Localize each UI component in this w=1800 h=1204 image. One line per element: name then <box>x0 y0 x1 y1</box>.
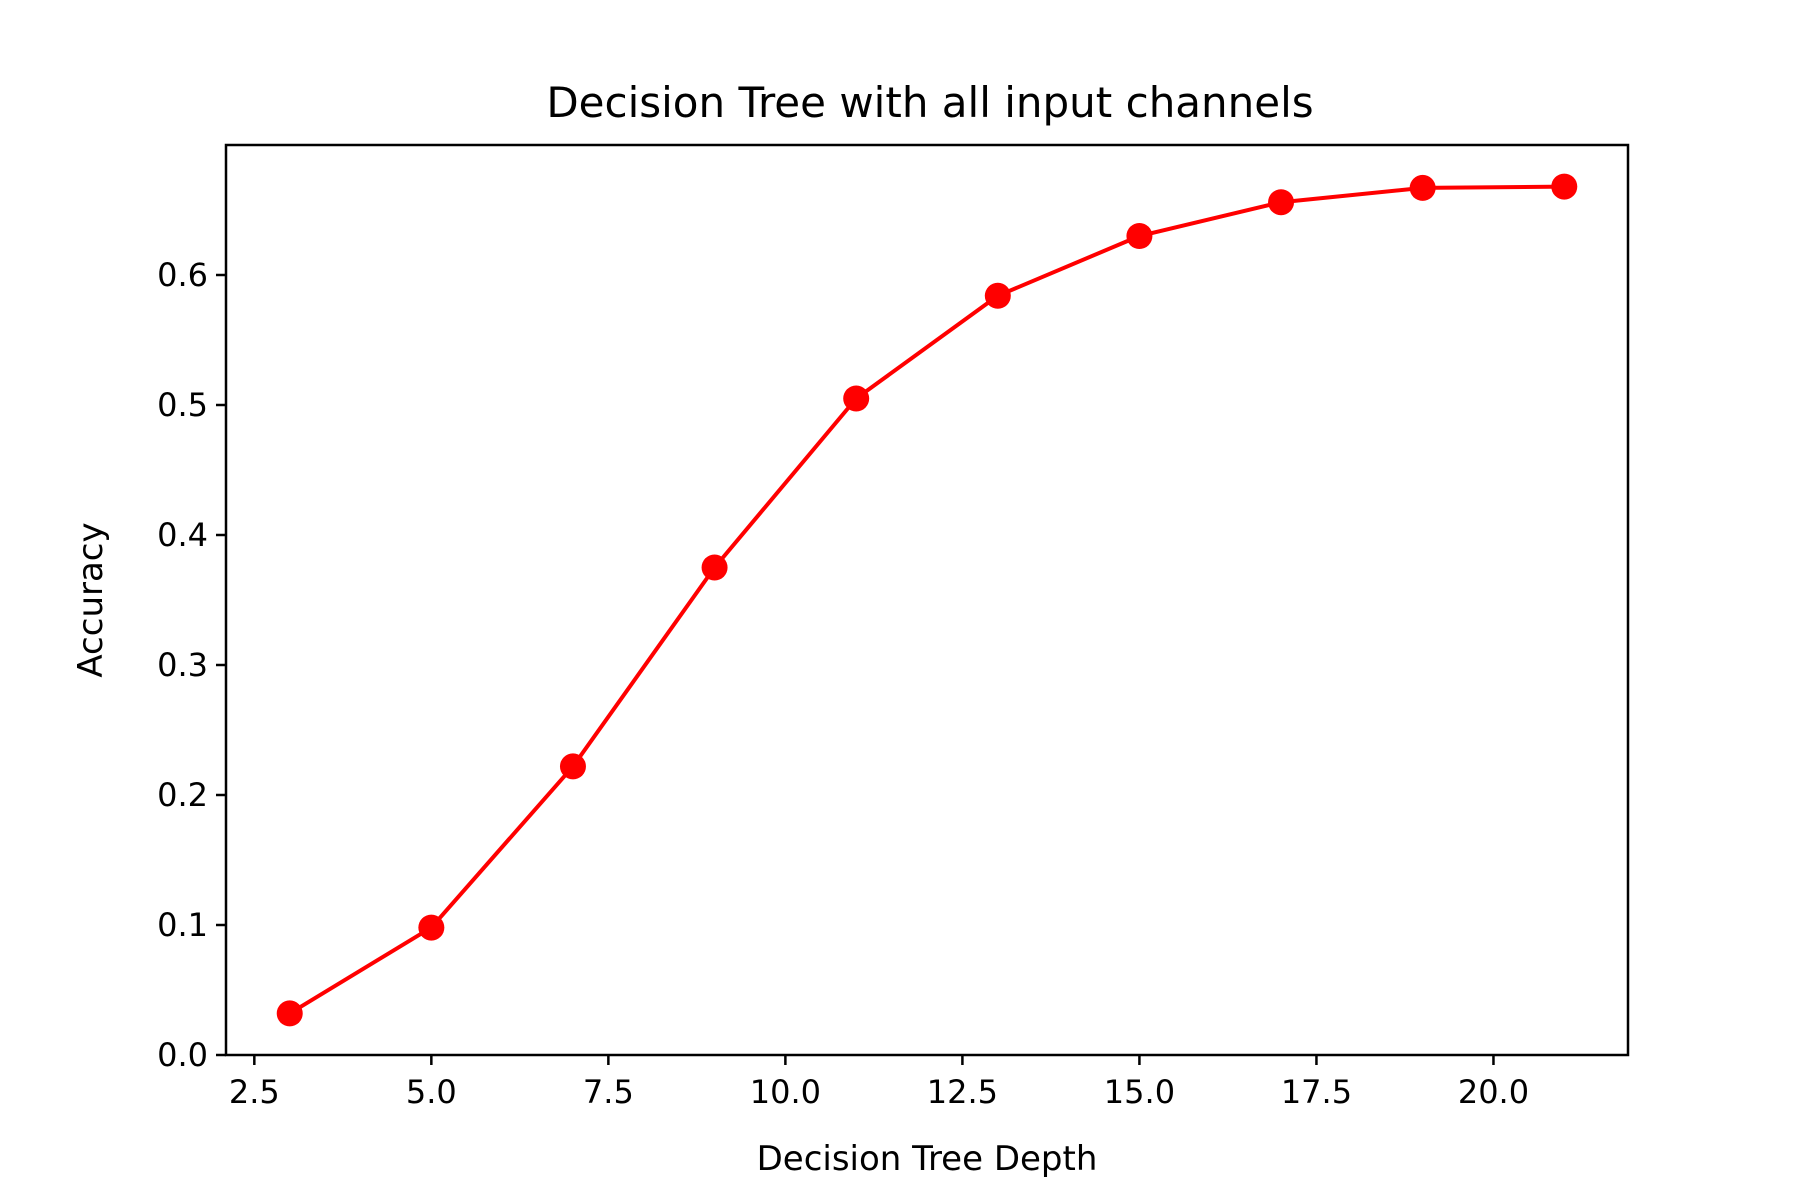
chart-title: Decision Tree with all input channels <box>546 78 1313 127</box>
x-tick-label: 20.0 <box>1458 1073 1529 1111</box>
data-point <box>984 282 1011 309</box>
y-axis-ticks: 0.0 0.1 0.2 0.3 0.4 0.5 0.6 <box>157 256 226 1074</box>
data-point <box>276 1000 303 1027</box>
y-tick-label: 0.1 <box>157 906 208 944</box>
data-point <box>1551 173 1578 200</box>
data-point <box>1268 189 1295 216</box>
y-tick-label: 0.2 <box>157 776 208 814</box>
x-tick-label: 17.5 <box>1281 1073 1352 1111</box>
y-axis-label: Accuracy <box>71 522 111 677</box>
x-tick-label: 2.5 <box>229 1073 280 1111</box>
x-tick-label: 15.0 <box>1104 1073 1175 1111</box>
data-point <box>1126 223 1153 249</box>
x-tick-label: 5.0 <box>406 1073 457 1111</box>
x-tick-label: 12.5 <box>927 1073 998 1111</box>
series-line <box>288 184 1565 1016</box>
y-tick-label: 0.0 <box>157 1036 208 1074</box>
series-layer <box>276 173 1578 1027</box>
y-tick-label: 0.6 <box>157 256 208 294</box>
plot-area <box>224 143 1630 1057</box>
y-tick-label: 0.4 <box>157 516 208 554</box>
data-point <box>418 914 445 941</box>
x-axis-label: Decision Tree Depth <box>757 1139 1098 1179</box>
x-axis-ticks: 2.5 5.0 7.5 10.0 12.5 15.0 17.5 20.0 <box>229 1055 1529 1111</box>
data-point <box>843 385 870 412</box>
x-tick-label: 7.5 <box>583 1073 634 1111</box>
data-point <box>559 753 586 780</box>
data-point <box>1409 174 1436 201</box>
y-tick-label: 0.5 <box>157 386 208 424</box>
data-point <box>701 554 728 581</box>
y-tick-label: 0.3 <box>157 646 208 684</box>
x-tick-label: 10.0 <box>750 1073 821 1111</box>
